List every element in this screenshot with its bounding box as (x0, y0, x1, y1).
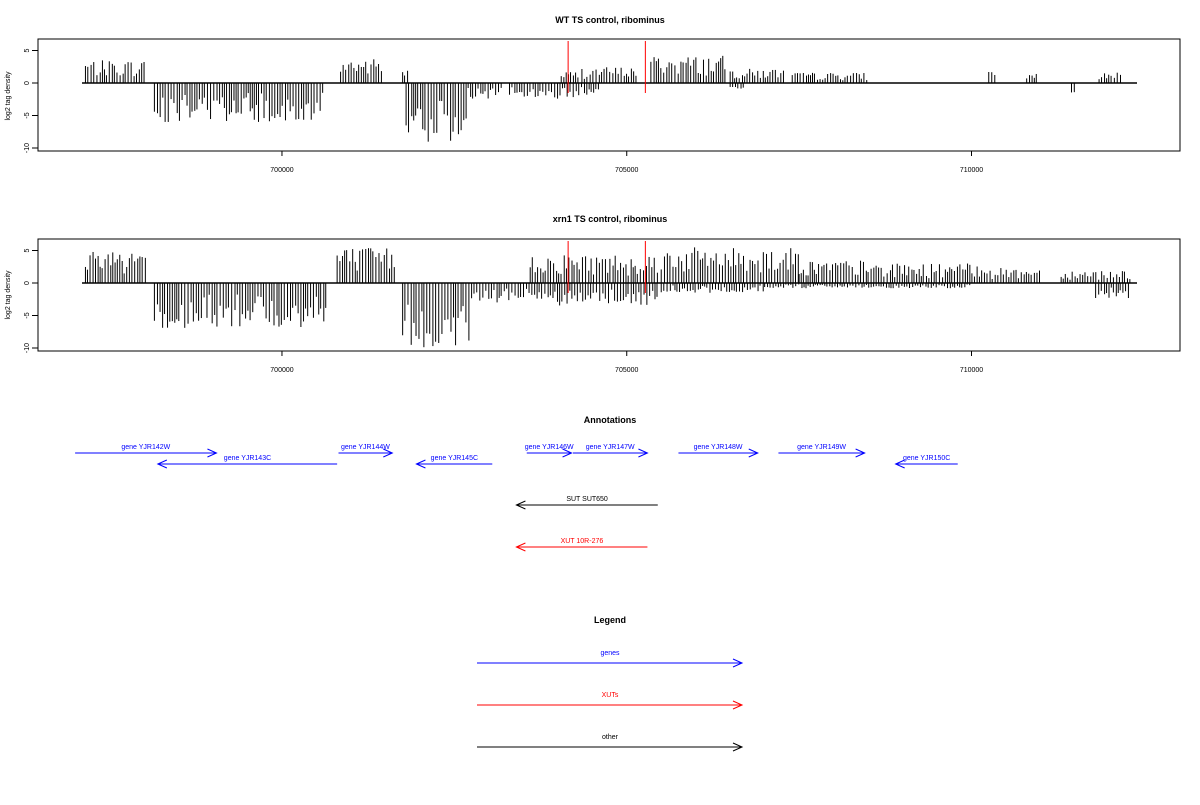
y-tick-label: -5 (24, 112, 31, 118)
minus-strand-series (153, 83, 1075, 142)
annotation-arrow (75, 448, 218, 458)
annotation-label: SUT SUT650 (566, 496, 608, 503)
annotation-label: XUT 10R-276 (561, 538, 604, 545)
wt-track-title: WT TS control, ribominus (555, 15, 665, 25)
annotation-label: gene YJR146W (525, 444, 574, 451)
wt-plot-frame (37, 38, 1181, 152)
wt-track-panel: WT TS control, ribominus log2 tag densit… (5, 15, 1181, 174)
annotation-label: gene YJR144W (341, 444, 390, 451)
annotation-arrow (338, 448, 394, 458)
legend-label: genes (600, 650, 620, 657)
y-tick-label: 0 (24, 281, 31, 285)
legend-title: Legend (594, 615, 626, 625)
plus-strand-series (84, 247, 1131, 283)
legend-label: XUTs (602, 692, 619, 699)
annotation-arrow (678, 448, 759, 458)
xrn1-track-ylabel: log2 tag density (5, 270, 12, 320)
annotation-label: gene YJR150C (903, 455, 950, 462)
x-tick-label: 710000 (960, 167, 983, 174)
legend-label: other (602, 734, 619, 741)
annotation-label: gene YJR147W (586, 444, 635, 451)
y-tick-label: 5 (24, 248, 31, 252)
wt-track-ylabel: log2 tag density (5, 71, 12, 121)
xrn1-track-title: xrn1 TS control, ribominus (553, 214, 668, 224)
x-tick-label: 705000 (615, 167, 638, 174)
y-tick-label: 0 (24, 81, 31, 85)
annotation-arrow (572, 448, 649, 458)
x-tick-label: 700000 (270, 167, 293, 174)
annotation-label: gene YJR143C (224, 455, 271, 462)
annotation-label: gene YJR149W (797, 444, 846, 451)
annotation-arrow (415, 459, 493, 469)
annotation-arrow (778, 448, 866, 458)
annotation-arrow (526, 448, 573, 458)
legend-arrow-other (477, 742, 744, 752)
plus-strand-series (84, 55, 1121, 83)
annotations-title: Annotations (584, 415, 637, 425)
legend-arrow-gene (477, 658, 744, 668)
annotation-label: gene YJR142W (121, 444, 170, 451)
annotation-arrow (515, 500, 658, 510)
annotation-label: gene YJR148W (694, 444, 743, 451)
y-tick-label: -5 (24, 312, 31, 318)
x-tick-label: 705000 (615, 367, 638, 374)
legend-arrow-xut (477, 700, 744, 710)
annotation-arrow (156, 459, 338, 469)
annotation-arrow (515, 542, 648, 552)
annotation-arrow (894, 459, 958, 469)
y-tick-label: -10 (24, 143, 31, 153)
legend-panel: Legend genes XUTs other (477, 615, 744, 752)
y-tick-label: 5 (24, 48, 31, 52)
minus-strand-series (153, 283, 1129, 348)
x-tick-label: 700000 (270, 367, 293, 374)
annotations-panel: Annotations gene YJR142W gene YJR143C gene… (75, 415, 958, 552)
xrn1-plot-frame (37, 238, 1181, 352)
y-tick-label: -10 (24, 343, 31, 353)
annotation-label: gene YJR145C (431, 455, 478, 462)
xrn1-track-panel: xrn1 TS control, ribominus log2 tag dens… (5, 214, 1181, 374)
x-tick-label: 710000 (960, 367, 983, 374)
